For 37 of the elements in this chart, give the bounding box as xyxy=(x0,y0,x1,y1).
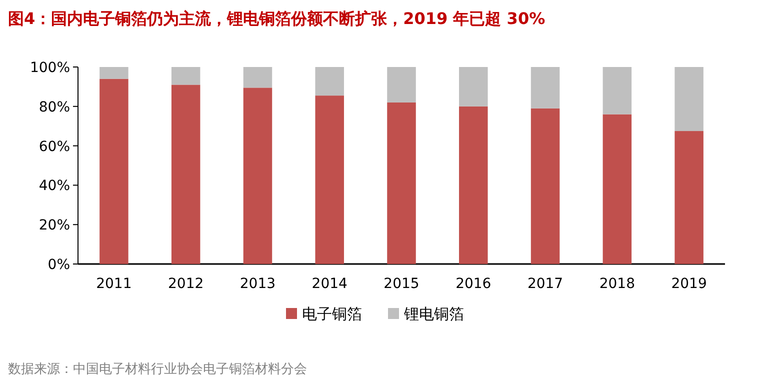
bar xyxy=(459,106,488,264)
legend-label: 锂电铜箔 xyxy=(403,305,464,323)
x-tick-label: 2019 xyxy=(671,276,707,292)
bar xyxy=(171,67,200,85)
x-tick-label: 2014 xyxy=(312,276,348,292)
y-tick-label: 40% xyxy=(38,178,70,194)
x-tick-label: 2013 xyxy=(240,276,276,292)
bar xyxy=(100,78,128,264)
bar xyxy=(459,67,488,106)
y-tick-label: 60% xyxy=(38,138,70,155)
y-tick-label: 0% xyxy=(48,257,70,273)
x-tick-label: 2015 xyxy=(384,276,420,292)
source-note: 数据来源：中国电子材料行业协会电子铜箔材料分会 xyxy=(8,362,307,377)
x-tick-label: 2017 xyxy=(527,276,564,292)
bar xyxy=(530,108,560,264)
bar xyxy=(243,88,272,264)
bar xyxy=(530,67,560,108)
bar xyxy=(315,96,344,264)
bar xyxy=(387,102,416,264)
bar xyxy=(243,67,272,88)
bar xyxy=(674,131,704,264)
bar xyxy=(602,67,632,114)
x-tick-label: 2011 xyxy=(96,276,132,292)
x-tick-label: 2012 xyxy=(168,276,204,292)
y-tick-label: 20% xyxy=(38,218,70,234)
bar xyxy=(602,114,632,264)
bar xyxy=(315,67,344,96)
x-tick-label: 2018 xyxy=(599,276,635,292)
x-tick-label: 2016 xyxy=(456,276,492,292)
bar xyxy=(387,67,416,102)
title: 图4：国内电子铜箔仍为主流，锂电铜箔份额不断扩张，2019 年已超 30% xyxy=(8,9,546,28)
bar xyxy=(100,67,128,79)
legend-label: 电子铜箔 xyxy=(302,305,362,323)
bar xyxy=(674,67,704,132)
bar xyxy=(171,84,200,264)
y-tick-label: 100% xyxy=(30,60,70,76)
y-tick-label: 80% xyxy=(38,99,70,116)
